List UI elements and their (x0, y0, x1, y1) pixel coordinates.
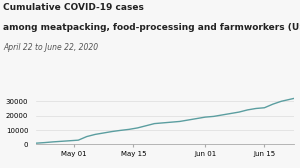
Text: April 22 to June 22, 2020: April 22 to June 22, 2020 (3, 43, 98, 52)
Text: among meatpacking, food-processing and farmworkers (USA): among meatpacking, food-processing and f… (3, 23, 300, 32)
Text: Cumulative COVID-19 cases: Cumulative COVID-19 cases (3, 3, 144, 12)
